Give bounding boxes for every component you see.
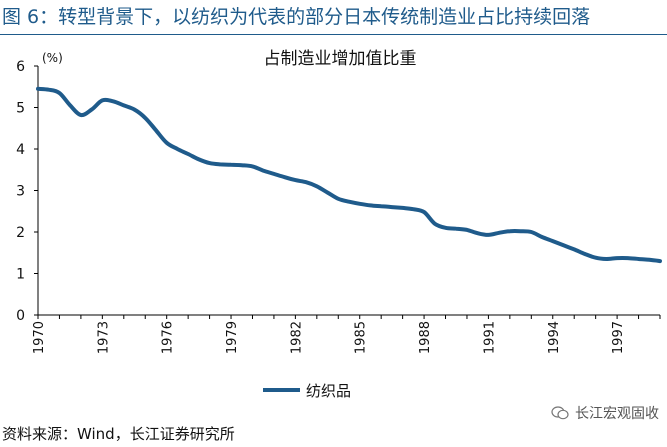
- x-tick-label: 1991: [482, 321, 497, 354]
- legend: 纺织品: [263, 382, 351, 400]
- y-tick-label: 6: [16, 59, 25, 75]
- watermark: 长江宏观固收: [551, 403, 659, 423]
- watermark-text: 长江宏观固收: [575, 406, 659, 422]
- x-tick-label: 1973: [96, 321, 111, 354]
- x-tick-label: 1982: [289, 321, 304, 354]
- y-axis: 0 1 2 3 4 5 6: [16, 59, 39, 324]
- x-tick-label: 1976: [161, 321, 176, 354]
- title-divider: [0, 34, 667, 35]
- unit-label: (%): [42, 51, 63, 65]
- x-tick-label: 1997: [611, 321, 626, 354]
- source-note: 资料来源：Wind，长江证券研究所: [2, 425, 235, 443]
- y-tick-label: 2: [16, 225, 25, 241]
- chart-title: 占制造业增加值比重: [264, 49, 417, 69]
- x-axis: 1970 1973 1976 1979 1982 1985 1988 1991 1994 1997: [32, 314, 661, 354]
- y-tick-label: 4: [16, 142, 25, 158]
- chat-bubble-icon: [551, 406, 569, 420]
- y-tick-label: 0: [16, 308, 25, 324]
- x-tick-label: 1979: [225, 321, 240, 354]
- y-tick-label: 5: [16, 101, 25, 117]
- y-tick-label: 3: [16, 184, 25, 200]
- figure-title: 图 6：转型背景下，以纺织为代表的部分日本传统制造业占比持续回落: [2, 6, 591, 28]
- x-tick-label: 1988: [418, 321, 433, 354]
- x-tick-label: 1985: [354, 321, 369, 354]
- series-layer: [36, 86, 662, 264]
- x-tick-label: 1994: [547, 321, 562, 354]
- legend-label: 纺织品: [306, 382, 351, 400]
- y-tick-label: 1: [16, 267, 25, 283]
- series-line-textiles: [36, 86, 662, 264]
- x-tick-label: 1970: [32, 321, 47, 354]
